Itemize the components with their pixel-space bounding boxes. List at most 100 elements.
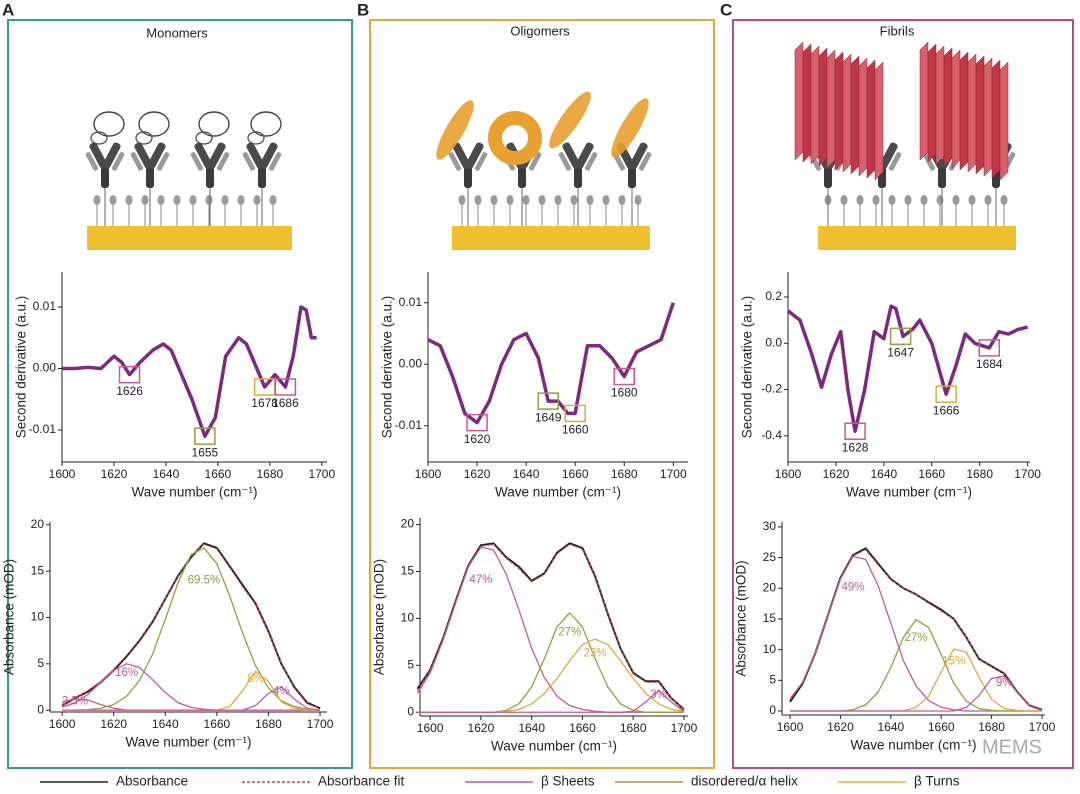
protein-loop xyxy=(195,131,213,145)
oligomer xyxy=(436,100,474,160)
x-tick-label: 1700 xyxy=(308,467,335,481)
x-tick-label: 1700 xyxy=(1029,720,1056,734)
lipid-head xyxy=(840,195,848,205)
fibril-strand xyxy=(991,59,1001,179)
y-tick-label: 0.01 xyxy=(33,299,57,313)
fibril-strand xyxy=(999,61,1009,181)
peak-box xyxy=(844,422,866,440)
antibody-arm xyxy=(465,142,484,169)
fibril-strand xyxy=(858,57,868,177)
y-tick-label: -0.2 xyxy=(761,382,782,396)
peak-box xyxy=(466,413,488,432)
lipid-head xyxy=(634,195,642,205)
share-label: 16% xyxy=(115,667,138,679)
y-tick-label: 5 xyxy=(407,657,414,671)
antibody-arm xyxy=(194,142,213,169)
legend-label: Absorbance fit xyxy=(318,774,405,789)
y-tick-label: 0 xyxy=(769,703,776,717)
x-tick-label: 1700 xyxy=(660,467,687,481)
antibody-arm xyxy=(562,142,581,169)
lipid-head xyxy=(157,195,165,205)
y-tick-label: 5 xyxy=(769,672,776,686)
antibody-arm xyxy=(216,152,230,171)
y-tick-label: 20 xyxy=(401,517,415,531)
illustrations xyxy=(85,41,1016,250)
lipid-head xyxy=(506,195,514,205)
antibody-stem xyxy=(464,166,472,188)
x-tick-label: 1700 xyxy=(307,717,334,731)
antibody-arm xyxy=(452,142,471,169)
spectrum-line xyxy=(61,543,321,709)
antibody-arm xyxy=(575,142,594,169)
lipid-head xyxy=(490,195,498,205)
panel-title: Oligomers xyxy=(510,23,570,38)
antibody-arm xyxy=(190,152,204,171)
fibril-strand xyxy=(794,41,804,161)
x-tick-label: 1600 xyxy=(49,717,76,731)
protein-loop xyxy=(247,131,265,145)
lipid-head xyxy=(538,195,546,205)
y-tick-label: 0.2 xyxy=(765,289,782,303)
y-axis-label: Absorbance (mOD) xyxy=(372,559,387,675)
peak-label: 1647 xyxy=(887,346,914,360)
lipid-head xyxy=(109,195,117,205)
panel-letter: C xyxy=(720,0,732,19)
x-tick-label: 1680 xyxy=(255,717,282,731)
panel-title: Monomers xyxy=(146,25,208,40)
legend-label: β Turns xyxy=(914,774,960,789)
x-tick-label: 1660 xyxy=(562,467,589,481)
y-tick-label: 10 xyxy=(763,642,777,656)
lipid-head xyxy=(904,195,912,205)
x-tick-label: 1600 xyxy=(775,467,802,481)
x-tick-label: 1680 xyxy=(611,467,638,481)
x-tick-label: 1640 xyxy=(870,467,897,481)
share-label: 9% xyxy=(996,677,1013,689)
x-tick-label: 1620 xyxy=(100,717,127,731)
spectrum-line xyxy=(416,543,685,710)
x-axis-label: Wave number (cm⁻¹) xyxy=(126,735,252,750)
antibody-arm xyxy=(448,152,462,171)
x-tick-label: 1640 xyxy=(152,717,179,731)
antibody-stem xyxy=(628,166,636,188)
share-label: 27% xyxy=(558,627,581,639)
antibody-arm xyxy=(156,152,170,171)
antibody-arm xyxy=(134,142,153,169)
share-label: 3% xyxy=(650,689,667,701)
y-tick-label: 15 xyxy=(401,564,415,578)
y-tick-label: 30 xyxy=(763,519,777,533)
fibril-strand xyxy=(967,53,977,173)
fibril-strand xyxy=(850,55,860,175)
fibril-strand xyxy=(818,47,828,167)
y-tick-label: 15 xyxy=(763,611,777,625)
antibody-arm xyxy=(879,142,898,169)
antibody-stem xyxy=(101,166,109,188)
x-tick-label: 1600 xyxy=(777,720,804,734)
spectrum-line xyxy=(417,690,685,713)
x-tick-label: 1660 xyxy=(918,467,945,481)
fibril-strand xyxy=(826,49,836,169)
share-label: 4% xyxy=(273,686,290,698)
peak-label: 1666 xyxy=(933,403,960,417)
y-tick-label: 0.01 xyxy=(399,295,423,309)
peak-box xyxy=(194,427,216,445)
antibody-arm xyxy=(268,152,282,171)
lipid-head xyxy=(968,195,976,205)
fibril-strand xyxy=(802,43,812,163)
lipid-head xyxy=(237,195,245,205)
spectrum-line xyxy=(61,542,321,710)
x-tick-label: 1600 xyxy=(49,467,76,481)
antibody-arm xyxy=(89,142,108,169)
x-tick-label: 1640 xyxy=(877,720,904,734)
antibody-arm xyxy=(147,142,166,169)
watermark: MEMS xyxy=(982,736,1042,758)
antibody-arm xyxy=(246,142,265,169)
lipid-head xyxy=(872,195,880,205)
antibody-arm xyxy=(584,152,598,171)
lipid-head xyxy=(984,195,992,205)
x-tick-label: 1660 xyxy=(928,720,955,734)
y-tick-label: -0.01 xyxy=(29,422,57,436)
share-label: 8% xyxy=(247,673,264,685)
legend-label: Absorbance xyxy=(116,774,188,789)
antibody-stem xyxy=(258,166,266,188)
fibril-strand xyxy=(935,45,945,165)
